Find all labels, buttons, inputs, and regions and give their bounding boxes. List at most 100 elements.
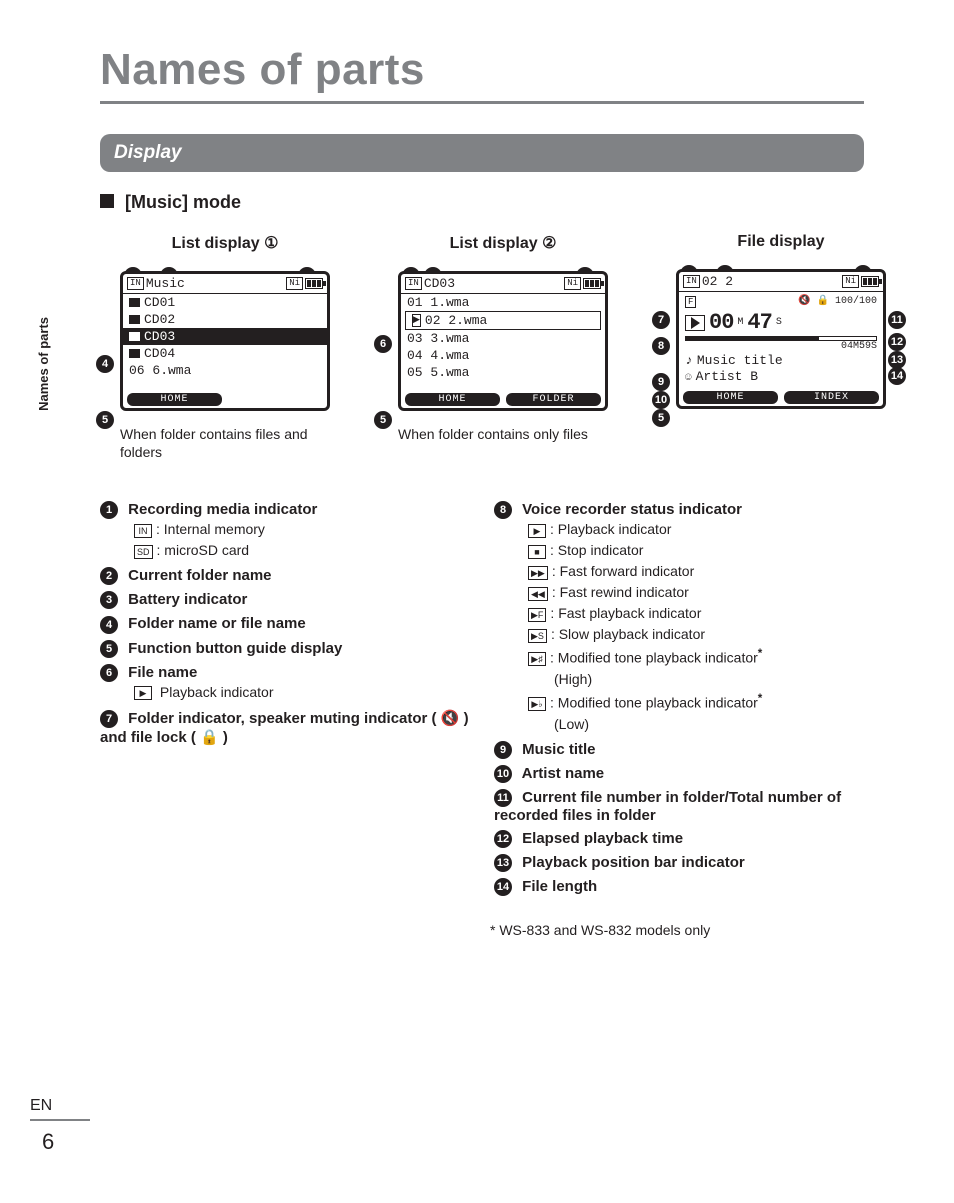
- definition-heading: 10 Artist name: [494, 765, 864, 783]
- definition-item: 14 File length: [494, 878, 864, 896]
- callout-badge: 4: [96, 355, 114, 373]
- definition-item: 1 Recording media indicatorIN: Internal …: [100, 501, 470, 561]
- callout-badge: 12: [888, 333, 906, 351]
- list-row: 05 5.wma: [401, 364, 605, 381]
- fn-button-home: HOME: [127, 393, 222, 406]
- definition-title: Battery indicator: [124, 591, 247, 608]
- definition-title: Artist name: [518, 765, 604, 782]
- folder-icon: [129, 315, 140, 324]
- lang-code: EN: [30, 1097, 90, 1121]
- fn-button-home: HOME: [683, 391, 778, 404]
- file-label: File display: [656, 233, 906, 251]
- mode-word: Music: [131, 192, 182, 212]
- definition-sub: ▶♭: Modified tone playback indicator*: [528, 690, 864, 714]
- definition-badge: 14: [494, 878, 512, 896]
- definition-heading: 14 File length: [494, 878, 864, 896]
- list-row: 06 6.wma: [123, 362, 327, 379]
- file-length: 04M59S: [841, 341, 877, 352]
- ni-indicator: Ni: [286, 277, 303, 290]
- indicator-icon: ▶▶: [528, 566, 548, 580]
- artist-row: Artist B: [679, 369, 883, 385]
- definition-heading: 8 Voice recorder status indicator: [494, 501, 864, 519]
- definition-heading: 9 Music title: [494, 741, 864, 759]
- definition-title: Current file number in folder/Total numb…: [494, 789, 841, 824]
- definition-badge: 2: [100, 567, 118, 585]
- page-footer: EN 6: [30, 1097, 90, 1155]
- play-icon: ▶: [412, 314, 421, 327]
- list1-caption: When folder contains files and folders: [120, 425, 330, 461]
- battery-icon: [861, 276, 879, 287]
- definition-badge: 10: [494, 765, 512, 783]
- definition-item: 10 Artist name: [494, 765, 864, 783]
- definitions-left-col: 1 Recording media indicatorIN: Internal …: [100, 501, 470, 902]
- lcd-footer: HOME INDEX: [679, 391, 883, 404]
- footnote: * WS-833 and WS-832 models only: [0, 922, 864, 938]
- definition-heading: 5 Function button guide display: [100, 640, 470, 658]
- definition-sub: ▶♯: Modified tone playback indicator*: [528, 645, 864, 669]
- list-row-selected: ▶02 2.wma: [405, 311, 601, 330]
- artist-icon: [685, 369, 692, 384]
- file-display: File display 1 6 3 7 8 9 10 5 11 12 13 1…: [656, 233, 906, 409]
- definition-title: Recording media indicator: [124, 501, 317, 518]
- indicator-icon: ▶♭: [528, 697, 546, 711]
- lcd-footer: HOME: [123, 393, 327, 406]
- definition-item: 12 Elapsed playback time: [494, 830, 864, 848]
- fn-button-index: INDEX: [784, 391, 879, 404]
- definition-badge: 7: [100, 710, 118, 728]
- list-display-1: List display ① 1 2 3 4 5 INMusic Ni CD01…: [100, 233, 350, 461]
- lcd-header: IN02 2 Ni: [679, 272, 883, 292]
- playback-time-row: 00M47S: [679, 309, 883, 336]
- definition-item: 7 Folder indicator, speaker muting indic…: [100, 709, 470, 746]
- ni-indicator: Ni: [564, 277, 581, 290]
- lcd-header: INMusic Ni: [123, 274, 327, 294]
- indicator-icon: SD: [134, 545, 153, 559]
- definition-title: Folder name or file name: [124, 615, 306, 632]
- file-length-row: 04M59S: [679, 341, 883, 353]
- progress-bar: [685, 336, 877, 341]
- music-title-row: Music title: [679, 353, 883, 369]
- list-row: 03 3.wma: [401, 330, 605, 347]
- definition-title: Elapsed playback time: [518, 830, 683, 847]
- side-tab: Names of parts: [36, 317, 51, 411]
- indicator-icon: ▶: [134, 686, 152, 700]
- definition-sub: ■: Stop indicator: [528, 540, 864, 561]
- indicator-icon: ◀◀: [528, 587, 548, 601]
- indicator-icon: IN: [134, 524, 152, 538]
- list2-label: List display ②: [378, 233, 628, 253]
- definition-badge: 6: [100, 664, 118, 682]
- title-rule: [100, 101, 864, 104]
- definitions-right-col: 8 Voice recorder status indicator▶: Play…: [494, 501, 864, 902]
- callout-badge: 14: [888, 367, 906, 385]
- note-icon: [685, 353, 693, 368]
- mute-icon: [798, 296, 810, 307]
- callout-badge: 10: [652, 391, 670, 409]
- definition-item: 6 File name▶ Playback indicator: [100, 664, 470, 703]
- list1-label: List display ①: [100, 233, 350, 253]
- indicator-icon: ▶: [528, 524, 546, 538]
- file-header: 02 2: [702, 274, 733, 289]
- definition-sub: ▶▶: Fast forward indicator: [528, 561, 864, 582]
- list-display-2: List display ② 1 2 3 6 5 INCD03 Ni 01 1.…: [378, 233, 628, 443]
- definition-badge: 9: [494, 741, 512, 759]
- elapsed-min: 00: [709, 310, 733, 335]
- ni-indicator: Ni: [842, 275, 859, 288]
- mode-heading: [Music] mode: [100, 192, 954, 213]
- definition-sub-note: (Low): [554, 714, 864, 735]
- section-bar-display: Display: [100, 134, 864, 172]
- definition-title: Function button guide display: [124, 640, 342, 657]
- indicator-icon: ▶F: [528, 608, 546, 622]
- page-title: Names of parts: [100, 45, 954, 95]
- lock-icon: [817, 296, 829, 307]
- definition-sub: ◀◀: Fast rewind indicator: [528, 582, 864, 603]
- lcd-screen: INCD03 Ni 01 1.wma ▶02 2.wma 03 3.wma 04…: [398, 271, 608, 411]
- definition-sub: ▶F: Fast playback indicator: [528, 603, 864, 624]
- definition-item: 11 Current file number in folder/Total n…: [494, 789, 864, 824]
- definition-sub-note: (High): [554, 669, 864, 690]
- definition-item: 5 Function button guide display: [100, 640, 470, 658]
- definition-title: Playback position bar indicator: [518, 854, 745, 871]
- definition-sub: SD: microSD card: [134, 540, 470, 561]
- definition-sub: ▶S: Slow playback indicator: [528, 624, 864, 645]
- battery-icon: [305, 278, 323, 289]
- definition-item: 9 Music title: [494, 741, 864, 759]
- list-row: CD04: [123, 345, 327, 362]
